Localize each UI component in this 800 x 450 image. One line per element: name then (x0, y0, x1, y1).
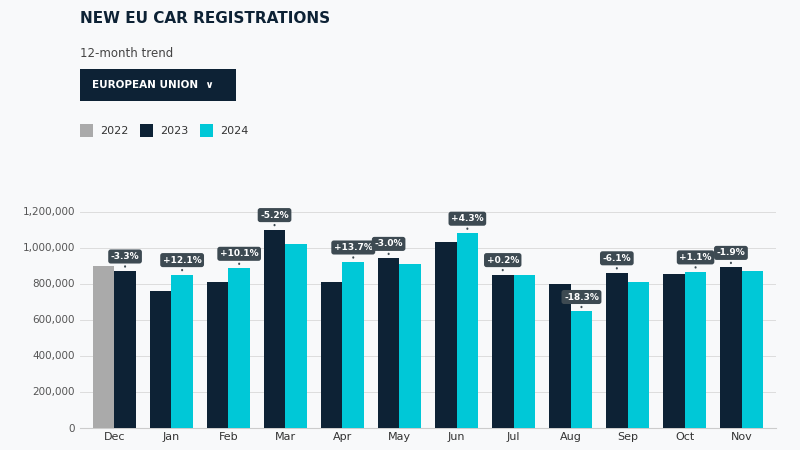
Text: 2022: 2022 (100, 126, 128, 135)
Text: 2024: 2024 (220, 126, 248, 135)
Text: +12.1%: +12.1% (162, 256, 202, 270)
Text: -6.1%: -6.1% (602, 254, 631, 269)
Text: +10.1%: +10.1% (220, 249, 258, 264)
Bar (171, 274, 193, 428)
Text: 2023: 2023 (160, 126, 188, 135)
Text: NEW EU CAR REGISTRATIONS: NEW EU CAR REGISTRATIONS (80, 11, 330, 26)
Bar (378, 258, 399, 427)
Bar (342, 262, 364, 428)
Bar (549, 284, 570, 427)
Bar (399, 264, 421, 428)
Bar (264, 230, 286, 428)
Bar (570, 311, 592, 428)
Bar (457, 233, 478, 428)
Bar (206, 282, 228, 428)
Text: EUROPEAN UNION  ∨: EUROPEAN UNION ∨ (92, 80, 214, 90)
Text: 12-month trend: 12-month trend (80, 47, 174, 60)
Bar (114, 271, 136, 428)
Bar (93, 266, 114, 428)
Text: -18.3%: -18.3% (564, 292, 599, 307)
Bar (321, 282, 342, 428)
Text: +13.7%: +13.7% (334, 243, 373, 258)
Bar (742, 271, 763, 428)
Bar (514, 274, 535, 428)
Bar (720, 267, 742, 428)
Text: -3.3%: -3.3% (110, 252, 139, 267)
Bar (435, 242, 457, 428)
Bar (492, 274, 514, 428)
Bar (606, 273, 628, 428)
Text: -5.2%: -5.2% (260, 211, 289, 225)
Bar (228, 268, 250, 428)
Text: +0.2%: +0.2% (486, 256, 519, 270)
Bar (685, 272, 706, 428)
Text: -1.9%: -1.9% (717, 248, 746, 263)
Text: -3.0%: -3.0% (374, 239, 403, 254)
Text: +4.3%: +4.3% (451, 214, 484, 229)
Bar (663, 274, 685, 427)
Bar (286, 244, 307, 428)
Bar (150, 291, 171, 428)
Text: +1.1%: +1.1% (679, 253, 712, 268)
Bar (628, 282, 650, 428)
